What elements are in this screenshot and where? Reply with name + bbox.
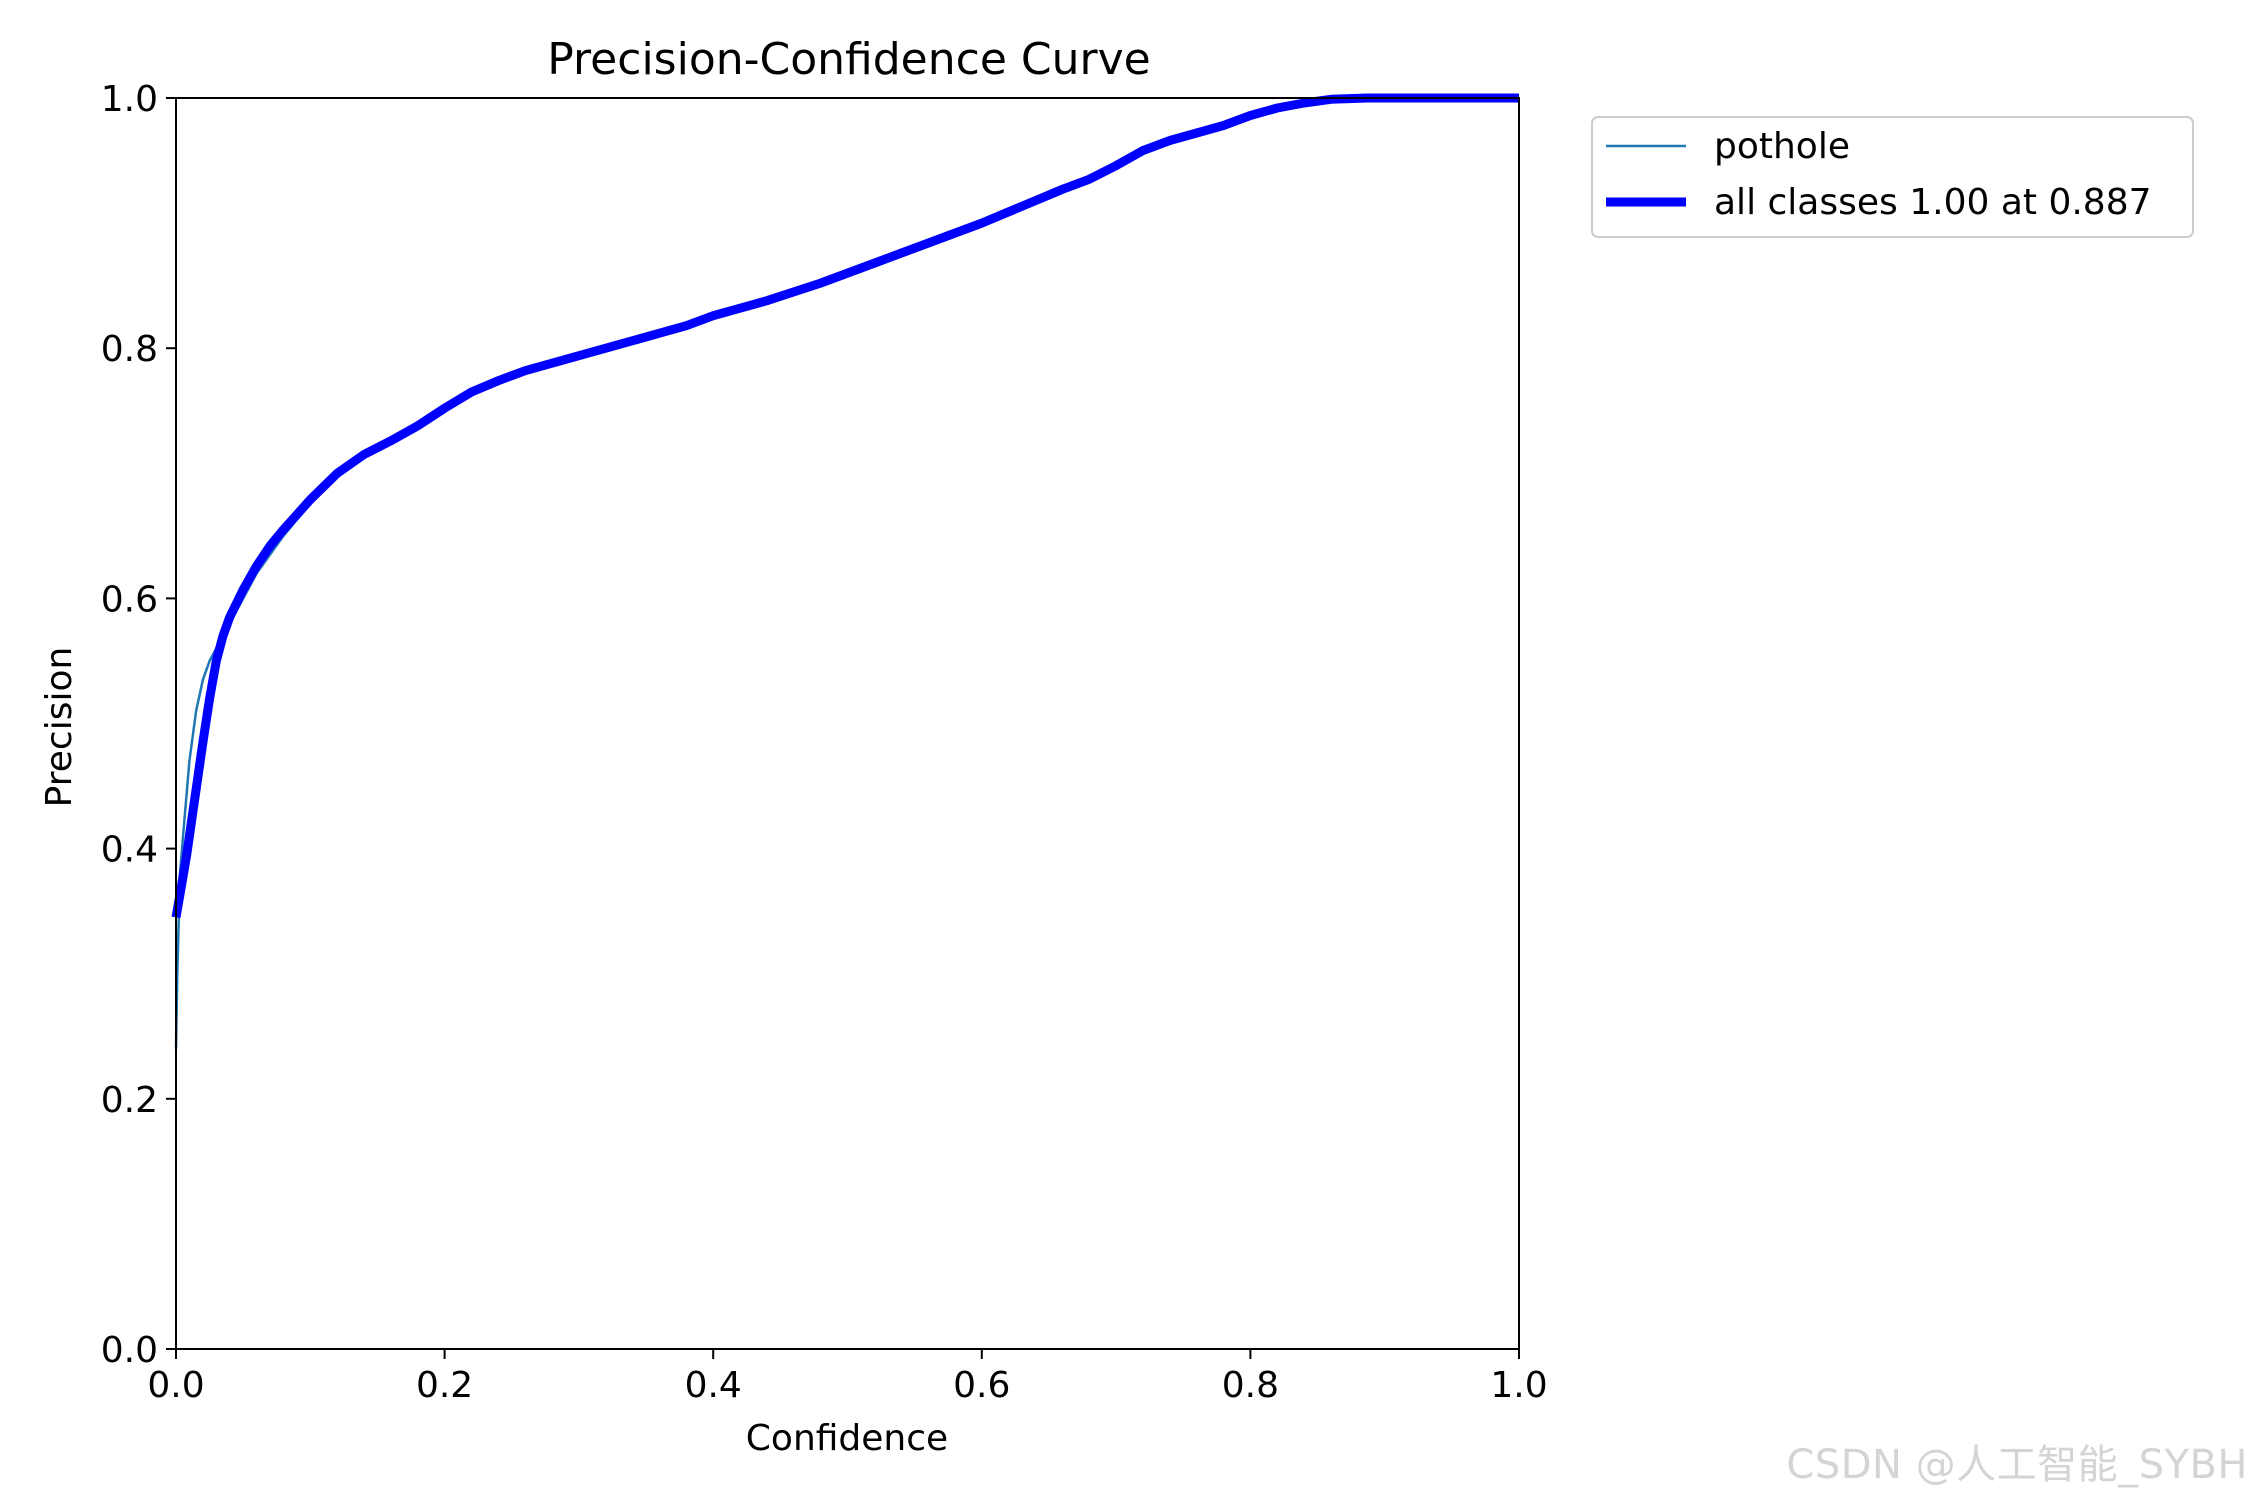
x-tick-label: 1.0	[1490, 1365, 1547, 1406]
x-tick-label: 0.2	[416, 1365, 473, 1406]
legend-label-pothole: pothole	[1714, 126, 1850, 167]
x-axis-ticks: 0.0 0.2 0.4 0.6 0.8 1.0	[147, 1349, 1548, 1406]
y-tick-label: 0.8	[101, 329, 158, 370]
y-tick-label: 0.4	[101, 830, 158, 871]
x-tick-label: 0.8	[1222, 1365, 1279, 1406]
plot-area	[176, 98, 1519, 1349]
series-line-all-classes-1-00-at-0-887	[171, 93, 1519, 919]
y-tick-label: 0.0	[101, 1330, 158, 1371]
legend-label-all-classes: all classes 1.00 at 0.887	[1714, 182, 2152, 223]
y-axis-label: Precision	[39, 647, 80, 808]
plot-frame	[175, 97, 1520, 1350]
series-layer	[171, 93, 1519, 1049]
y-tick-label: 0.2	[101, 1080, 158, 1121]
watermark-text: CSDN @人工智能_SYBH	[1786, 1442, 2248, 1488]
x-tick-label: 0.4	[685, 1365, 742, 1406]
y-tick-label: 0.6	[101, 579, 158, 620]
legend-box	[1591, 116, 2194, 238]
chart-title: Precision-Confidence Curve	[547, 34, 1150, 85]
y-tick-label: 1.0	[101, 79, 158, 120]
y-axis-ticks: 0.0 0.2 0.4 0.6 0.8 1.0	[101, 79, 176, 1371]
x-tick-label: 0.0	[147, 1365, 204, 1406]
plot-background	[176, 98, 1519, 1349]
legend: pothole all classes 1.00 at 0.887	[1591, 116, 2194, 238]
x-tick-label: 0.6	[953, 1365, 1010, 1406]
x-axis-label: Confidence	[746, 1418, 948, 1459]
